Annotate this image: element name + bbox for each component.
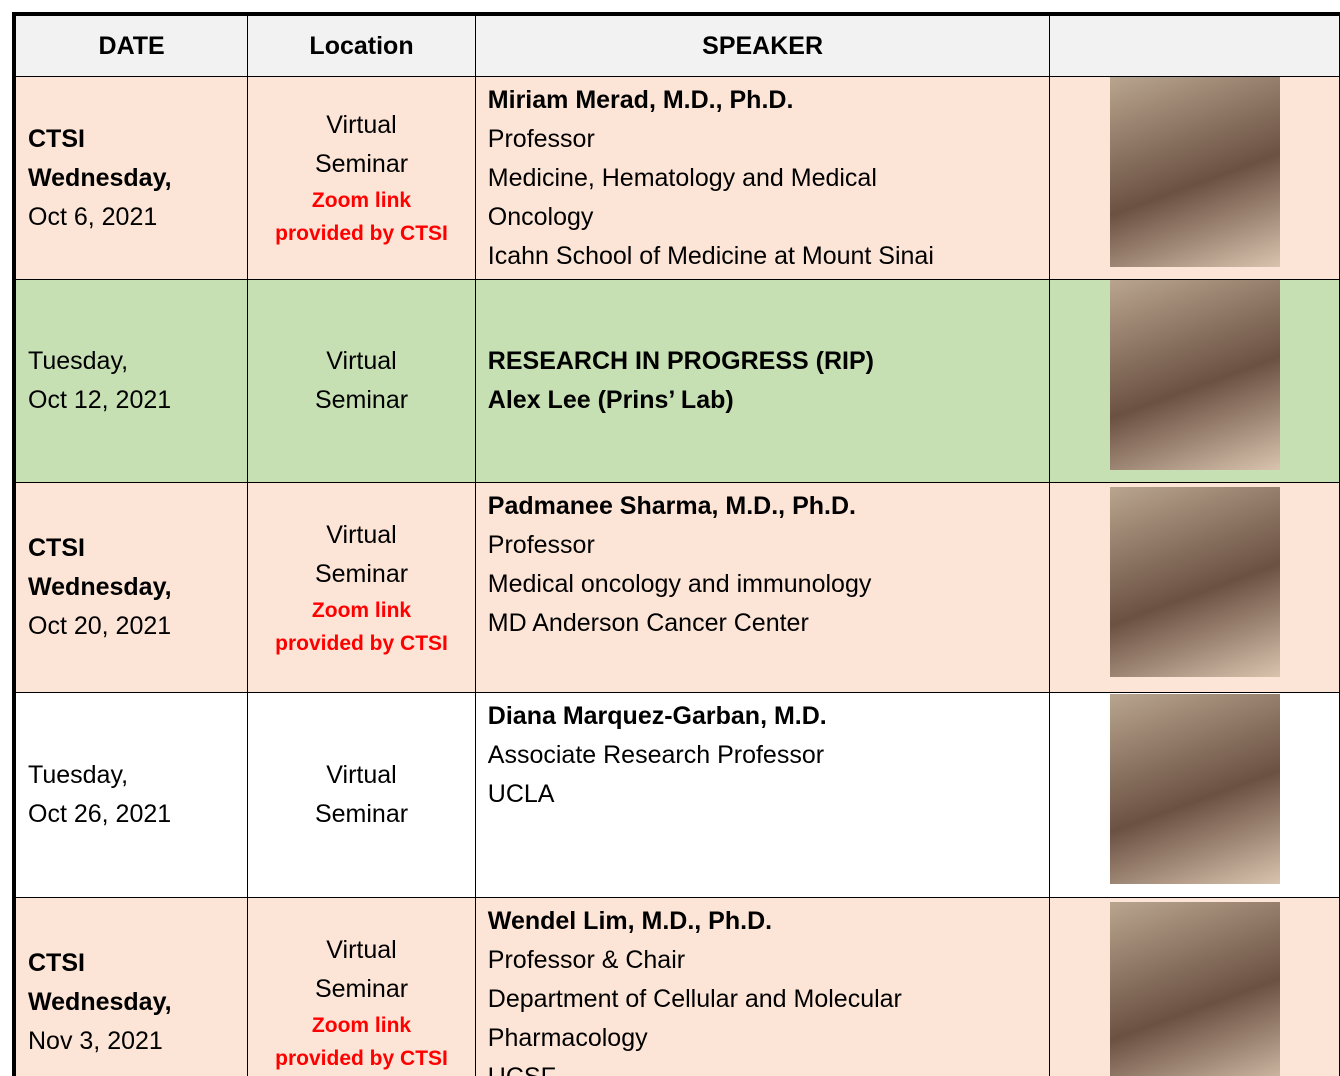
speaker-name: Padmanee Sharma, M.D., Ph.D. [487,492,856,520]
location-note: Zoom link [311,189,412,212]
location-text: Virtual [326,111,397,139]
location-text: Seminar [314,386,409,414]
location-text: Virtual [326,761,397,789]
date-text: Tuesday, [28,761,129,789]
table-row: Tuesday, Oct 26, 2021 Virtual Seminar Diana … [13,692,1340,898]
speaker-cell: Wendel Lim, M.D., Ph.D. Professor & Chair… [474,897,1051,1076]
speaker-detail: Medicine, Hematology and Medical [487,164,877,192]
date-cell: CTSI Wednesday, Nov 3, 2021 [13,897,249,1076]
photo-cell [1049,482,1340,693]
column-header: Location [247,13,476,77]
date-text: Tuesday, [28,347,129,375]
location-cell: Virtual Seminar [247,692,476,898]
location-text: Virtual [326,520,397,549]
speaker-photo [1109,280,1280,470]
date-emphasis: Wednesday, [28,988,172,1016]
speaker-name: Alex Lee (Prins’ Lab) [487,386,734,414]
location-note: provided by CTSI [275,1046,448,1070]
location-cell: Virtual Seminar [247,279,476,483]
date-emphasis: CTSI [28,534,85,562]
speaker-detail: UCSF [488,1058,1050,1076]
date-text: Oct 12, 2021 [28,386,172,414]
table-row: CTSI Wednesday, Oct 20, 2021 Virtual Seminar… [13,482,1340,693]
table-row: CTSI Wednesday, Oct 6, 2021 Virtual Seminar Z… [13,76,1340,280]
speaker-detail: Department of Cellular and Molecular [487,985,902,1013]
location-note: Zoom link [311,598,412,622]
schedule-table: DATE Location SPEAKER CTSI Wednesday, Oct 6,… [12,12,1340,1076]
photo-cell [1049,897,1340,1076]
speaker-photo [1109,77,1280,267]
speaker-detail: Professor [487,125,595,153]
date-emphasis: CTSI [28,949,85,977]
date-text: Oct 26, 2021 [28,800,172,828]
table-row: CTSI Wednesday, Nov 3, 2021 Virtual Seminar Z… [13,897,1340,1076]
photo-cell [1049,76,1340,280]
table-row: Tuesday, Oct 12, 2021 Virtual Seminar RESEAR… [13,279,1340,483]
date-text: Oct 6, 2021 [28,202,158,231]
column-header-empty [1049,13,1340,77]
location-text: Seminar [314,150,409,178]
photo-cell [1049,692,1340,898]
speaker-detail: Associate Research Professor [487,741,825,769]
speaker-photo [1109,694,1280,884]
date-emphasis: CTSI [28,124,85,153]
date-emphasis: Wednesday, [28,573,172,601]
speaker-name: Wendel Lim, M.D., Ph.D. [487,907,773,935]
speaker-name: Miriam Merad, M.D., Ph.D. [487,86,794,114]
location-text: Seminar [314,974,409,1003]
date-text: Nov 3, 2021 [28,1027,163,1055]
speaker-cell: Padmanee Sharma, M.D., Ph.D. Professor Med… [474,482,1051,693]
column-header: DATE [13,13,249,77]
speaker-cell: RESEARCH IN PROGRESS (RIP) Alex Lee (Prin… [474,279,1051,483]
column-header: SPEAKER [474,13,1051,77]
speaker-photo [1109,486,1280,677]
speaker-detail: Pharmacology [487,1024,648,1052]
speaker-name: Diana Marquez-Garban, M.D. [487,702,827,730]
location-text: Seminar [314,800,409,828]
location-note: provided by CTSI [275,631,448,655]
speaker-detail: UCLA [487,780,555,808]
location-text: Seminar [314,559,409,588]
speaker-detail: Oncology [487,203,594,231]
location-cell: Virtual Seminar Zoom link provided by CTSI [247,76,476,280]
date-emphasis: Wednesday, [28,163,172,192]
location-text: Virtual [326,347,397,375]
location-note: Zoom link [311,1013,412,1037]
date-cell: Tuesday, Oct 26, 2021 [13,692,249,898]
speaker-name: RESEARCH IN PROGRESS (RIP) [487,347,874,375]
date-cell: CTSI Wednesday, Oct 6, 2021 [13,76,249,280]
speaker-photo [1109,901,1280,1076]
speaker-detail: Medical oncology and immunology [487,570,872,598]
location-cell: Virtual Seminar Zoom link provided by CTSI [247,482,476,693]
location-text: Virtual [326,935,397,964]
photo-cell [1049,279,1340,483]
location-note: provided by CTSI [275,222,448,245]
date-cell: Tuesday, Oct 12, 2021 [13,279,249,483]
speaker-detail: Professor & Chair [487,946,686,974]
speaker-detail: MD Anderson Cancer Center [487,609,809,637]
speaker-detail: Icahn School of Medicine at Mount Sinai [487,242,934,270]
speaker-cell: Miriam Merad, M.D., Ph.D. Professor Medici… [474,76,1051,280]
speaker-cell: Diana Marquez-Garban, M.D. Associate Rese… [474,692,1051,898]
date-text: Oct 20, 2021 [28,612,172,640]
speaker-detail: Professor [487,531,595,559]
location-cell: Virtual Seminar Zoom link provided by CTSI [247,897,476,1076]
date-cell: CTSI Wednesday, Oct 20, 2021 [13,482,249,693]
header-row: DATE Location SPEAKER [13,13,1340,77]
